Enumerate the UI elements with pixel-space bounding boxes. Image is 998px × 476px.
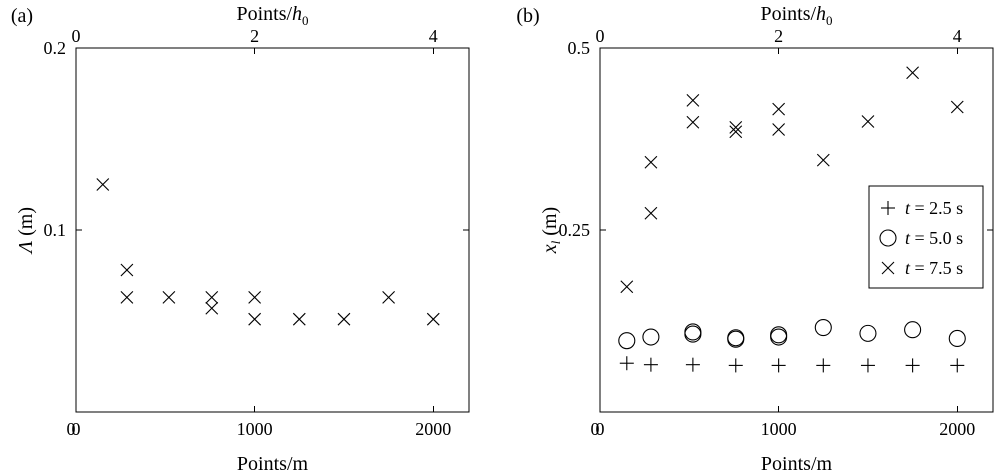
x-tick-label: 0 xyxy=(596,419,605,439)
top-axis-label: Points/h0 xyxy=(760,3,832,28)
data-point xyxy=(861,115,875,128)
legend-label: t = 7.5 s xyxy=(905,258,963,278)
data-point xyxy=(684,325,702,343)
x-tick-label: 1000 xyxy=(237,419,273,439)
top-tick-label: 2 xyxy=(774,26,783,46)
series-1 xyxy=(96,178,440,326)
top-tick-label: 0 xyxy=(596,26,605,46)
legend-box xyxy=(868,185,984,289)
panel-a: (a) Points/h0 0 1000 2000 0 2 4 0 0.1 0.2 Points/m Λ… xyxy=(11,3,470,475)
y-tick-label: 0.1 xyxy=(44,220,67,240)
data-point xyxy=(814,319,832,337)
x-axis-label: Points/m xyxy=(237,453,309,475)
y-tick-label-zero: 0 xyxy=(591,419,600,439)
data-point xyxy=(816,153,830,167)
data-point xyxy=(620,280,634,294)
data-point xyxy=(686,94,700,107)
data-point xyxy=(729,125,743,139)
data-point xyxy=(771,358,786,373)
legend-marker xyxy=(881,201,895,215)
x-tick-label: 1000 xyxy=(761,419,797,439)
legend-label: t = 2.5 s xyxy=(905,198,963,218)
data-point xyxy=(727,330,745,348)
data-point xyxy=(619,356,634,371)
data-point xyxy=(618,332,636,350)
data-point xyxy=(642,328,660,346)
data-point xyxy=(292,312,306,326)
data-point xyxy=(905,358,920,373)
series-3 xyxy=(620,66,964,294)
data-point xyxy=(162,290,176,304)
data-point xyxy=(205,290,219,304)
series-2 xyxy=(618,319,966,350)
data-point xyxy=(729,120,743,134)
data-point xyxy=(860,358,875,373)
top-tick-label: 0 xyxy=(72,26,81,46)
y-tick-label-zero: 0 xyxy=(67,419,76,439)
data-point xyxy=(950,358,965,373)
legend-marker xyxy=(881,261,895,275)
plot-frame xyxy=(75,47,470,413)
data-point xyxy=(772,102,786,116)
series-1 xyxy=(619,356,965,373)
data-point xyxy=(426,312,440,326)
data-point xyxy=(248,312,262,326)
data-point xyxy=(950,100,964,114)
data-point xyxy=(643,357,658,372)
panel-label: (a) xyxy=(11,5,33,27)
data-point xyxy=(906,66,920,80)
data-point xyxy=(248,290,262,304)
panel-b: (b) Points/h0 0 1000 2000 0 2 4 0 0.25 0.5 Points/m… xyxy=(516,3,994,475)
data-point xyxy=(337,312,351,326)
data-point xyxy=(644,206,658,220)
data-point xyxy=(728,358,743,373)
data-point xyxy=(770,328,788,346)
top-tick-label: 4 xyxy=(429,26,438,46)
data-point xyxy=(382,290,396,304)
x-tick-label: 2000 xyxy=(415,419,451,439)
legend: t = 2.5 s t = 5.0 s t = 7.5 s xyxy=(868,185,984,289)
x-tick-label: 0 xyxy=(72,419,81,439)
y-axis-label: xl (m) xyxy=(539,207,563,254)
y-tick-label: 0.25 xyxy=(559,220,591,240)
y-tick-label: 0.2 xyxy=(44,38,67,58)
x-axis-label: Points/m xyxy=(761,453,833,475)
data-point xyxy=(772,123,786,136)
panel-label: (b) xyxy=(516,5,539,27)
data-point xyxy=(120,290,134,304)
data-point xyxy=(816,358,831,373)
data-point xyxy=(96,178,110,191)
top-tick-label: 2 xyxy=(250,26,259,46)
data-point xyxy=(685,357,700,372)
data-point xyxy=(686,115,700,129)
legend-marker xyxy=(879,229,897,247)
data-point xyxy=(948,329,966,348)
x-tick-label: 2000 xyxy=(939,419,975,439)
y-axis-label: Λ (m) xyxy=(15,207,37,255)
data-point xyxy=(120,263,134,277)
data-point xyxy=(644,155,658,169)
data-point xyxy=(205,301,219,315)
data-point xyxy=(904,321,922,339)
top-tick-label: 4 xyxy=(953,26,962,46)
top-axis-label: Points/h0 xyxy=(236,3,308,28)
y-tick-label: 0.5 xyxy=(568,38,591,58)
data-point xyxy=(859,324,877,342)
legend-label: t = 5.0 s xyxy=(905,228,963,248)
data-point xyxy=(727,329,745,347)
